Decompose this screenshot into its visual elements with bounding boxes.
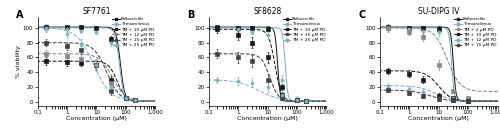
Text: B: B <box>188 10 194 20</box>
Legend: Palbociclib, Temsirolimus, TM + 10 μM PD, TM + 15 μM PD, TM + 25 μM PD: Palbociclib, Temsirolimus, TM + 10 μM PD… <box>282 17 326 42</box>
Legend: Palbociclib, Temsirolimus, TM + 10 μM PD, TM + 12 μM PD, TM + 15 μM PD, TM + 25 : Palbociclib, Temsirolimus, TM + 10 μM PD… <box>112 17 154 47</box>
Text: C: C <box>358 10 366 20</box>
Y-axis label: % viability: % viability <box>16 45 21 78</box>
X-axis label: Concentration (μM): Concentration (μM) <box>66 116 127 121</box>
X-axis label: Concentration (μM): Concentration (μM) <box>237 116 298 121</box>
Legend: Palbociclib, Temsirolimus, TM + 2 μM PD, TM + 10 μM PD, TM + 12 μM PD, TM + 15 μ: Palbociclib, Temsirolimus, TM + 2 μM PD,… <box>454 17 496 47</box>
X-axis label: Concentration (μM): Concentration (μM) <box>408 116 469 121</box>
Title: SF7761: SF7761 <box>82 7 110 16</box>
Title: SF8628: SF8628 <box>254 7 281 16</box>
Title: SU-DIPG IV: SU-DIPG IV <box>418 7 460 16</box>
Text: A: A <box>16 10 24 20</box>
